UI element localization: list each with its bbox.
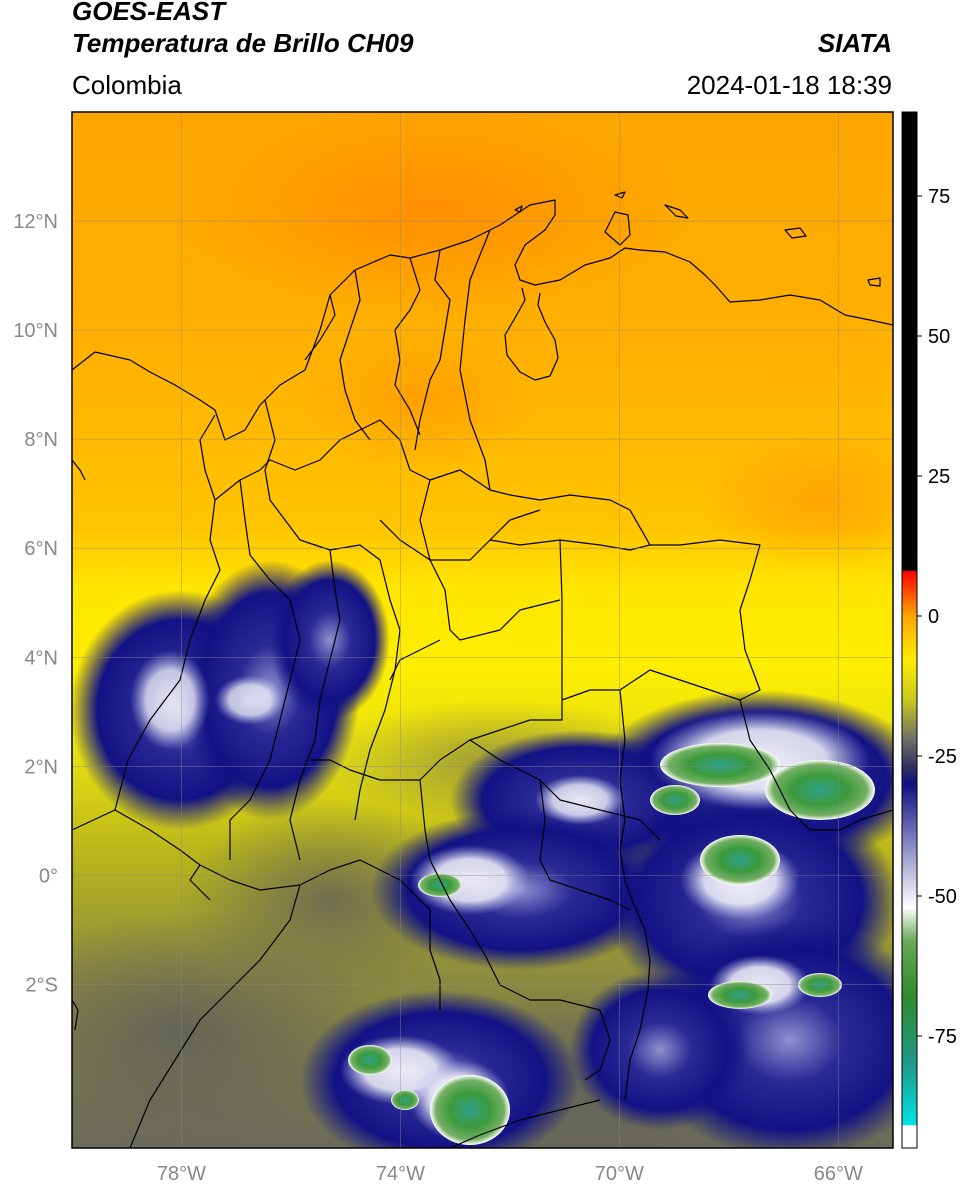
graticule [72, 112, 893, 1148]
lat-tick-label: 10°N [13, 320, 58, 342]
brightness-temperature-field [72, 112, 893, 1148]
lon-tick-label: 66°W [814, 1163, 863, 1185]
lat-tick-label: 0° [39, 865, 58, 887]
satellite-title: GOES-EAST [72, 0, 226, 26]
lat-tick-label: 2°N [24, 756, 58, 778]
lat-tick-label: 12°N [13, 211, 58, 233]
lon-tick-label: 78°W [157, 1163, 206, 1185]
organization-label: SIATA [817, 28, 892, 58]
timestamp-label: 2024-01-18 18:39 [686, 70, 892, 100]
coastlines-and-borders [72, 191, 893, 1148]
region-label: Colombia [72, 70, 182, 100]
product-title: Temperatura de Brillo CH09 [72, 28, 414, 58]
colorbar-tick-label: -25 [928, 746, 957, 768]
lat-tick-label: 4°N [24, 647, 58, 669]
lat-tick-label: 8°N [24, 429, 58, 451]
longitude-tick-labels: 78°W 74°W 70°W 66°W [157, 1163, 863, 1185]
colorbar-gradient [901, 111, 918, 1149]
colorbar-tick-labels: 75 50 25 0 -25 -50 -75 [917, 186, 957, 1048]
lat-tick-label: 6°N [24, 538, 58, 560]
colorbar-tick-label: 50 [928, 326, 950, 348]
latitude-tick-labels: 12°N 10°N 8°N 6°N 4°N 2°N 0° 2°S [13, 211, 58, 996]
colorbar-tick-label: 0 [928, 606, 939, 628]
lon-tick-label: 74°W [376, 1163, 425, 1185]
colorbar-tick-label: -75 [928, 1026, 957, 1048]
map-frame [71, 111, 894, 1149]
colorbar-tick-label: -50 [928, 886, 957, 908]
lon-tick-label: 70°W [595, 1163, 644, 1185]
colorbar-tick-label: 25 [928, 466, 950, 488]
colorbar: 75 50 25 0 -25 -50 -75 [901, 111, 957, 1149]
colorbar-tick-label: 75 [928, 186, 950, 208]
lat-tick-label: 2°S [26, 974, 58, 996]
